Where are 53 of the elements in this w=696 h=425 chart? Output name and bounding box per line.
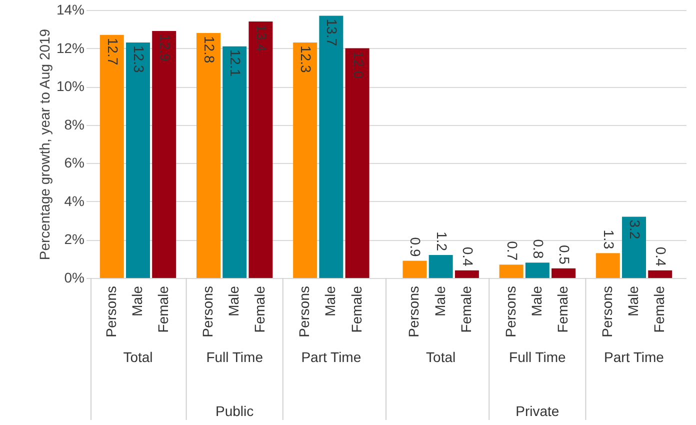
x-tick-label: Male xyxy=(128,286,145,316)
text: Public xyxy=(216,403,254,419)
x-tick-label: Female xyxy=(348,286,364,333)
x-tick-label: Male xyxy=(322,286,338,316)
data-label: 3.2 xyxy=(627,220,644,240)
x-tick-label: Persons xyxy=(102,286,119,338)
data-label: 0.4 xyxy=(460,246,476,267)
text: Full Time xyxy=(206,349,264,365)
y-tick-label: 10% xyxy=(56,78,84,94)
y-tick-label: 14% xyxy=(56,2,84,18)
text: Private xyxy=(516,403,560,419)
x-tick-label: Male xyxy=(528,286,544,316)
x-tick-label: Male xyxy=(625,286,642,316)
data-label: 12.0 xyxy=(350,51,366,79)
y-axis-title: Percentage growth, year to Aug 2019 xyxy=(36,28,52,260)
x-tick-label: Persons xyxy=(199,286,216,338)
data-label: 1.2 xyxy=(434,232,450,252)
y-tick-label: 2% xyxy=(64,231,84,248)
data-label: 1.3 xyxy=(600,230,617,250)
text: Part Time xyxy=(604,349,664,365)
data-label: 0.9 xyxy=(408,237,424,257)
data-label: 13.4 xyxy=(254,24,270,52)
y-tick-label: 0% xyxy=(64,270,84,286)
data-label: 12.3 xyxy=(130,46,147,74)
x-tick-label: Male xyxy=(432,286,448,316)
text: Total xyxy=(123,349,153,365)
y-tick-label: 6% xyxy=(64,154,84,171)
y-tick-label: 4% xyxy=(64,192,84,209)
y-tick-label: 12% xyxy=(56,40,84,56)
data-label: 0.4 xyxy=(653,246,670,267)
x-tick-label: Female xyxy=(252,286,268,333)
data-label: 12.1 xyxy=(228,49,244,77)
text: Total xyxy=(426,349,456,365)
x-tick-label: Female xyxy=(155,286,172,333)
text: Full Time xyxy=(509,349,566,365)
data-label: 12.3 xyxy=(298,46,314,74)
x-tick-label: Persons xyxy=(502,286,518,338)
y-tick-label: 8% xyxy=(64,116,84,132)
data-label: 12.7 xyxy=(104,38,121,66)
data-label: 0.7 xyxy=(504,241,520,261)
x-tick-label: Persons xyxy=(598,286,615,338)
x-tick-label: Male xyxy=(226,286,242,316)
data-label: 0.5 xyxy=(556,244,573,265)
x-tick-label: Female xyxy=(458,286,474,333)
text: Part Time xyxy=(301,349,362,365)
data-label: 12.8 xyxy=(201,36,218,64)
x-tick-label: Female xyxy=(554,286,571,333)
x-tick-label: Female xyxy=(651,286,668,333)
data-label: 0.8 xyxy=(530,239,546,259)
data-label: 13.7 xyxy=(324,18,340,46)
x-tick-label: Persons xyxy=(296,286,312,338)
x-tick-label: Persons xyxy=(406,286,422,338)
data-label: 12.9 xyxy=(157,34,174,62)
